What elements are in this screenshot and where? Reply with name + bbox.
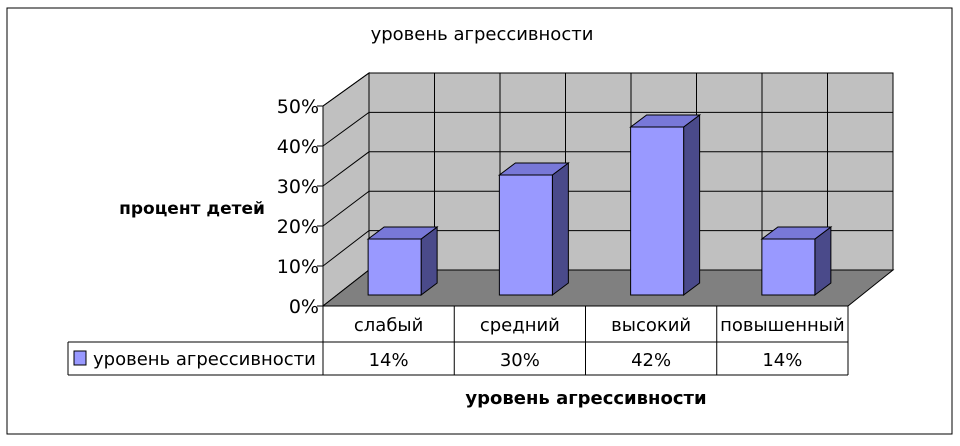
x-axis-label: уровень агрессивности [465,388,706,409]
bar-side [551,162,569,296]
category-label: средний [480,315,560,336]
data-label: 42% [631,350,671,371]
chart-title: уровень агрессивности [371,24,594,45]
bar [630,126,685,296]
data-table: уровень агрессивности слабый 14% средний 30… [67,306,849,376]
bar [367,238,422,296]
bar [498,174,553,296]
category-label: повышенный [720,315,845,336]
category-label: слабый [354,315,423,336]
y-axis-label: процент детей [119,199,265,219]
y-tick-label: 20% [277,216,319,238]
y-tick-label: 0% [289,296,319,318]
bar [761,238,816,296]
gridline-horizontal [322,72,893,107]
gridline-horizontal [322,230,893,267]
bar-side [683,114,701,296]
data-label: 14% [762,350,802,371]
gridline-horizontal [322,151,893,187]
floor [321,269,895,307]
category-label: высокий [611,315,691,336]
gridline-horizontal [322,111,893,147]
side-wall [322,72,370,308]
y-tick-label: 30% [277,176,319,198]
legend-swatch [73,350,87,366]
y-tick-label: 10% [277,256,319,278]
data-label: 30% [500,350,540,371]
y-tick-label: 50% [277,96,319,118]
data-label: 14% [369,350,409,371]
plot-area: 0% 10% 20% 30% 40% 50% [277,72,895,318]
y-tick-label: 40% [277,136,319,158]
gridline-horizontal [322,190,893,227]
legend-label: уровень агрессивности [93,349,316,370]
